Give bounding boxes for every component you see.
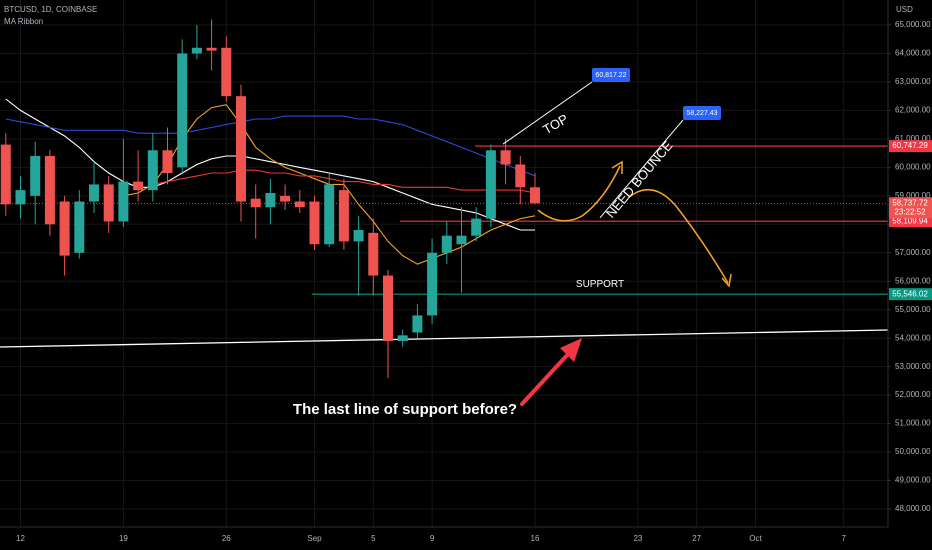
- x-tick-label: Sep: [307, 534, 322, 543]
- candle-body: [353, 229, 364, 242]
- candle-body: [221, 47, 232, 97]
- y-tick-label: 65,000.00: [895, 20, 931, 29]
- candle-body: [530, 187, 540, 204]
- callout-label: 58,227.43: [686, 110, 717, 117]
- x-tick-label: 9: [430, 534, 435, 543]
- x-tick-label: 7: [841, 534, 846, 543]
- x-tick-label: 23: [633, 534, 642, 543]
- arrow-head: [560, 338, 582, 362]
- y-tick-label: 51,000.00: [895, 419, 931, 428]
- callout-box: [683, 106, 721, 120]
- y-tick-label: 59,000.00: [895, 191, 931, 200]
- plot-area: SUPPORT 60,817.22 58,227.43: [0, 19, 889, 379]
- candle-body: [324, 184, 335, 245]
- candle-body: [471, 218, 482, 236]
- price-tag-label: 58,737.72: [892, 198, 928, 207]
- candle-body: [412, 315, 423, 333]
- x-tick-label: 12: [16, 534, 25, 543]
- x-tick-label: Oct: [749, 534, 762, 543]
- x-tick-label: 5: [371, 534, 376, 543]
- price-tag-label: 55,546.02: [892, 289, 928, 298]
- red-arrow: [520, 338, 582, 406]
- arrow-shaft: [520, 350, 572, 406]
- price-tag-label: 58,109.94: [892, 216, 928, 225]
- candle-body: [427, 252, 438, 316]
- trend-line: [0, 329, 889, 348]
- bounce-arrow: [537, 165, 621, 222]
- candle-body: [338, 190, 349, 242]
- drawings: [537, 160, 732, 288]
- candle-body: [118, 181, 129, 222]
- grid: [0, 0, 888, 527]
- y-tick-label: 61,000.00: [895, 134, 931, 143]
- y-tick-label: 53,000.00: [895, 362, 931, 371]
- candle-body: [397, 335, 408, 342]
- candle-body: [59, 201, 70, 256]
- y-tick-label: 50,000.00: [895, 447, 931, 456]
- candle-body: [177, 53, 188, 168]
- candle-body: [383, 275, 393, 342]
- y-tick-label: 52,000.00: [895, 390, 931, 399]
- candle-body: [0, 144, 11, 205]
- symbol: BTCUSD, 1D, COINBASE: [4, 5, 97, 14]
- candle-body: [309, 201, 320, 245]
- y-tick-label: 57,000.00: [895, 248, 931, 257]
- candle-body: [236, 96, 246, 202]
- arrow-head: [611, 160, 623, 174]
- candle-body: [280, 195, 291, 202]
- candle-body: [485, 150, 496, 219]
- callout-box: [592, 68, 630, 82]
- candle-body: [456, 235, 467, 245]
- price-tag: [889, 288, 932, 301]
- arrow-head: [721, 273, 732, 288]
- x-tick-label: 26: [222, 534, 231, 543]
- y-tick-label: 55,000.00: [895, 305, 931, 314]
- callout-line: [502, 81, 593, 145]
- candle-body: [500, 150, 511, 165]
- price-tag-label: 60,747.29: [892, 141, 928, 150]
- price-tag: [889, 197, 932, 219]
- x-tick-label: 19: [119, 534, 128, 543]
- candle-body: [44, 155, 55, 225]
- callout-line: [599, 119, 684, 219]
- drop-arrow: [627, 189, 729, 284]
- level-text: SUPPORT: [576, 279, 624, 290]
- candle-body: [206, 47, 217, 51]
- indicator: MA Ribbon: [4, 17, 43, 26]
- candle-body: [441, 235, 452, 253]
- callout-label: 60,817.22: [595, 72, 626, 79]
- candle-body: [515, 164, 526, 188]
- candle-body: [74, 201, 85, 253]
- x-tick-label: 16: [531, 534, 540, 543]
- candle-body: [191, 47, 202, 54]
- y-tick-label: 56,000.00: [895, 276, 931, 285]
- candle-body: [15, 190, 26, 205]
- axis-labels: 48,000.00 49,000.00 50,000.00 51,000.00 52,0…: [16, 20, 932, 543]
- candle-body: [89, 184, 99, 202]
- y-tick-label: 48,000.00: [895, 504, 931, 513]
- candle-body: [368, 232, 379, 276]
- y-tick-label: 49,000.00: [895, 476, 931, 485]
- x-tick-label: 27: [692, 534, 701, 543]
- y-tick-label: 54,000.00: [895, 333, 931, 342]
- price-tag: [889, 140, 932, 153]
- candle-body: [147, 150, 158, 191]
- candle-body: [265, 192, 276, 208]
- y-tick-label: 64,000.00: [895, 49, 931, 58]
- y-tick-label: 60,000.00: [895, 162, 931, 171]
- ma-line: [5, 115, 536, 177]
- currency: USD: [896, 5, 913, 14]
- candle-body: [294, 201, 305, 208]
- candle-body: [30, 155, 41, 196]
- y-tick-label: 63,000.00: [895, 77, 931, 86]
- y-tick-label: 62,000.00: [895, 106, 931, 115]
- candle-body: [162, 150, 173, 174]
- price-axis: [888, 0, 932, 550]
- candle-body: [133, 181, 144, 191]
- countdown: 23:22:52: [894, 207, 926, 216]
- annotation: The last line of support before?: [293, 401, 517, 418]
